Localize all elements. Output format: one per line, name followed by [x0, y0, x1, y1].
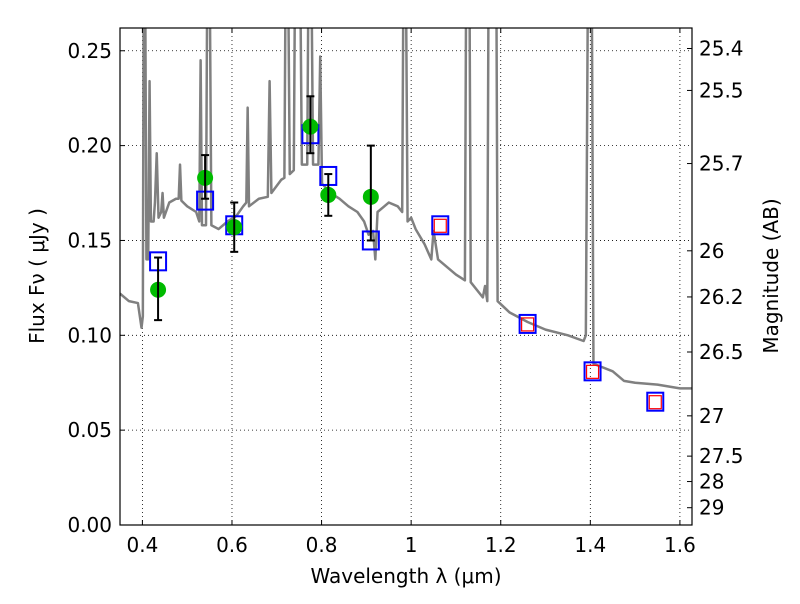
nir-point-square	[521, 317, 535, 332]
y-tick-label: 0.10	[67, 323, 112, 347]
y-tick-label: 0.05	[67, 418, 112, 442]
y2-tick-label: 26.5	[699, 340, 744, 364]
y2-tick-label: 25.4	[699, 37, 744, 61]
x-tick-label: 1.2	[485, 533, 517, 557]
y-tick-label: 0.00	[67, 513, 112, 537]
x-tick-label: 1.4	[574, 533, 606, 557]
y2-tick-label: 26	[699, 239, 724, 263]
plot-frame	[119, 27, 693, 526]
plot-area	[120, 28, 692, 412]
y-tick-label: 0.20	[67, 134, 112, 158]
model-point-square	[431, 215, 450, 236]
y2-tick-label: 25.7	[699, 152, 744, 176]
y-tick-label: 0.15	[67, 228, 112, 252]
nir-point-square	[648, 395, 662, 410]
y2-tick-label: 28	[699, 470, 724, 494]
y2-tick-label: 27.5	[699, 444, 744, 468]
y2-tick-label: 29	[699, 496, 724, 520]
nir-point-square	[433, 218, 447, 233]
model-spectrum-line	[120, 28, 692, 390]
y-axis-label: Flux Fν ( μJy )	[25, 208, 49, 344]
x-tick-label: 1.6	[664, 533, 696, 557]
y2-tick-label: 27	[699, 404, 724, 428]
model-point-square	[518, 313, 537, 334]
x-axis-label: Wavelength λ (μm)	[310, 564, 501, 588]
x-tick-label: 0.8	[306, 533, 338, 557]
axes: 0.4 0.6 0.8 1 1.2 1.4 1.6 0.00 0.05 0.10 0.15 0.20 0…	[67, 28, 744, 557]
y2-tick-label: 26.2	[699, 285, 744, 309]
y2-axis-label: Magnitude (AB)	[759, 198, 783, 353]
x-tick-label: 1	[405, 533, 418, 557]
y-tick-label: 0.25	[67, 39, 112, 63]
y2-tick-label: 25.5	[699, 78, 744, 102]
nir-point-square	[585, 364, 600, 379]
x-tick-label: 0.4	[126, 533, 158, 557]
model-point-square	[646, 391, 665, 412]
x-tick-label: 0.6	[216, 533, 248, 557]
model-point-square	[583, 361, 602, 382]
